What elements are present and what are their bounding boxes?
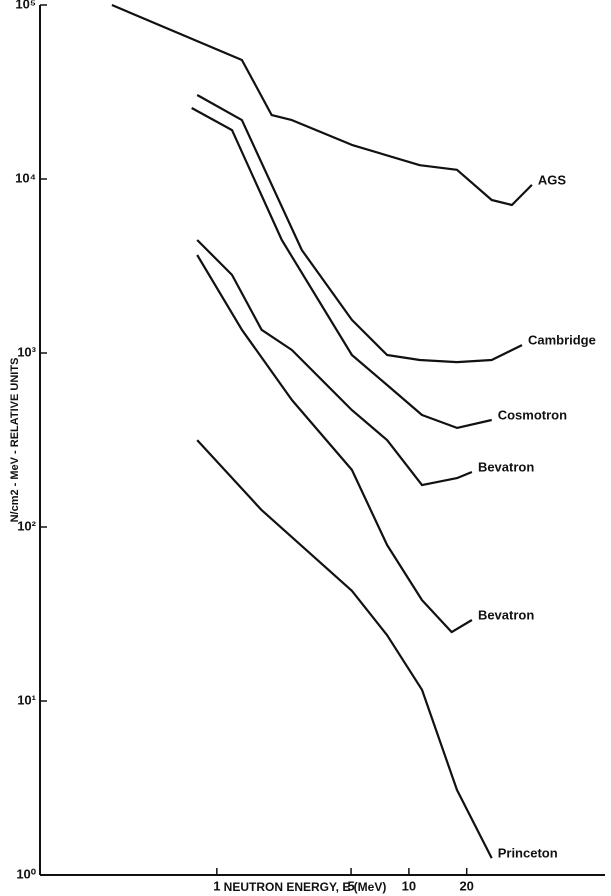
series-label: Princeton xyxy=(498,846,558,861)
series-line xyxy=(196,94,523,364)
x-tick-label: 20 xyxy=(459,878,473,893)
y-tick-label: 10⁴ xyxy=(15,170,36,185)
series-line xyxy=(191,107,492,429)
y-axis-label: N/cm2 - MeV - RELATIVE UNITS xyxy=(9,358,21,523)
series-line xyxy=(196,254,473,634)
y-tick-label: 10³ xyxy=(17,344,36,359)
y-tick-label: 10⁰ xyxy=(16,866,36,881)
series-label: AGS xyxy=(538,172,567,187)
x-tick-label: 5 xyxy=(347,878,354,893)
x-tick-label: 1 xyxy=(213,878,220,893)
series-line xyxy=(196,239,473,487)
series-label: Bevatron xyxy=(478,459,534,474)
series-line xyxy=(196,439,493,859)
x-tick-label: 10 xyxy=(402,878,416,893)
series-label: Cambridge xyxy=(528,333,596,348)
series-label: Cosmotron xyxy=(498,407,567,422)
series-line xyxy=(111,3,533,207)
x-axis-label: NEUTRON ENERGY, E (MeV) xyxy=(224,880,387,894)
y-tick-label: 10² xyxy=(17,518,36,533)
y-tick-label: 10⁵ xyxy=(15,0,36,11)
y-tick-label: 10¹ xyxy=(17,692,36,707)
series-label: Bevatron xyxy=(478,607,534,622)
